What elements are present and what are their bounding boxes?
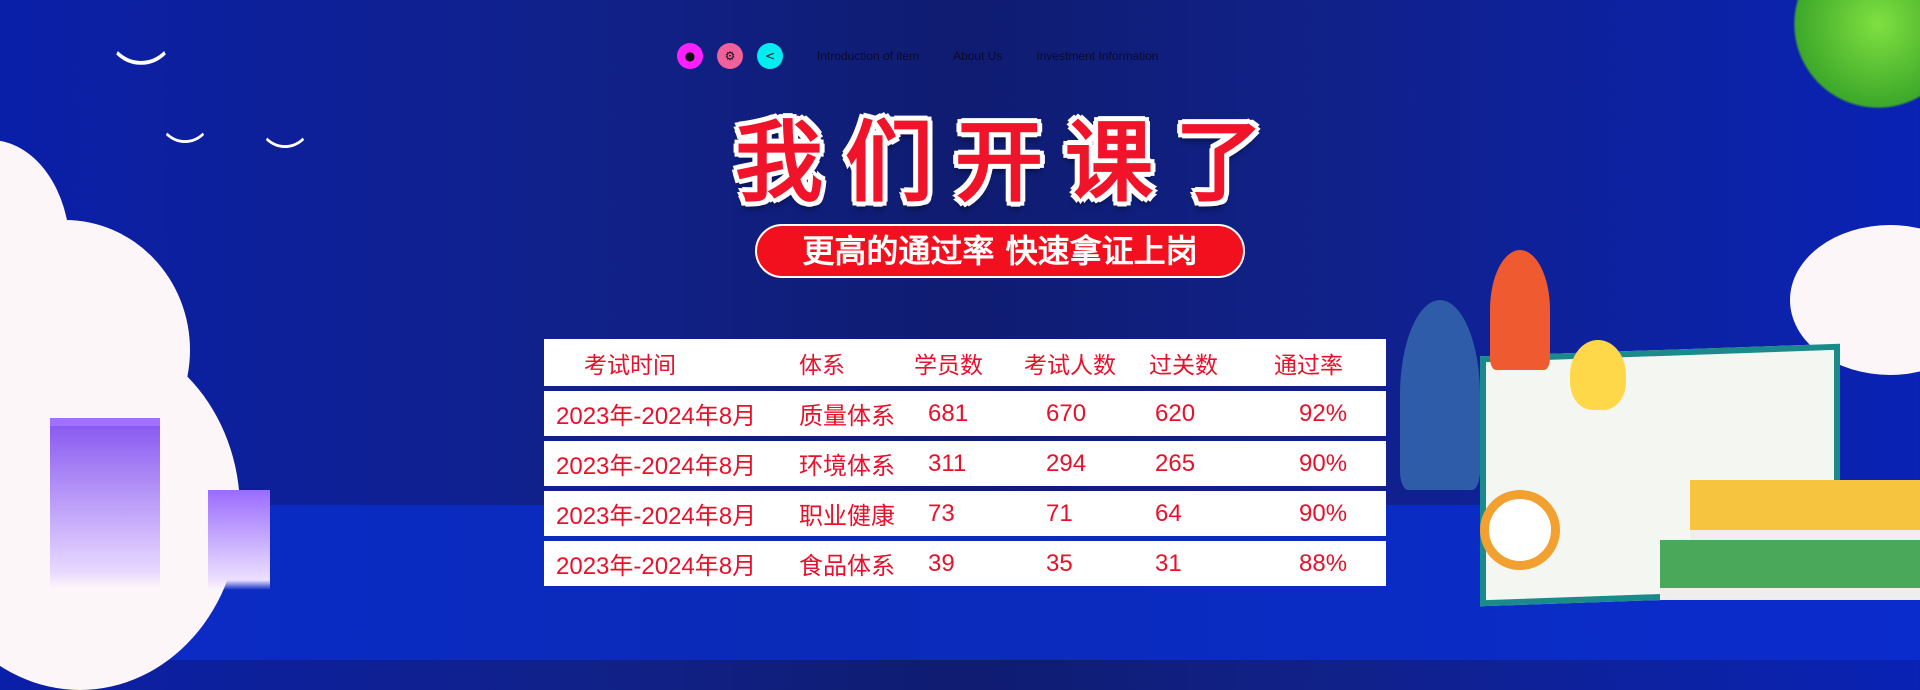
cell-students: 39	[928, 549, 955, 577]
exam-stats-table: 考试时间 体系 学员数 考试人数 过关数 通过率 2023年-2024年8月 质…	[544, 339, 1386, 591]
nav-about-link[interactable]: About Us	[953, 49, 1003, 63]
leaves-illustration	[1780, 0, 1920, 120]
cell-system: 质量体系	[799, 403, 895, 430]
cell-passed: 620	[1155, 399, 1196, 427]
table-row: 2023年-2024年8月 食品体系 39 35 31 88%	[544, 541, 1386, 586]
flame-leaf-illustration	[1490, 250, 1550, 370]
header-cell: 考试人数	[1024, 351, 1116, 378]
books-illustration	[1660, 540, 1920, 600]
user-icon[interactable]: ●	[677, 43, 703, 69]
table-row: 2023年-2024年8月 环境体系 311 294 265 90%	[544, 441, 1386, 486]
cell-students: 311	[928, 449, 967, 477]
header-cell: 过关数	[1149, 351, 1218, 378]
magnifier-icon	[1480, 490, 1560, 570]
cell-period: 2023年-2024年8月	[556, 503, 757, 530]
cell-pass-rate: 92%	[1299, 399, 1348, 427]
header-cell: 考试时间	[584, 351, 676, 378]
lightbulb-icon	[1570, 340, 1626, 410]
cell-passed: 265	[1155, 449, 1196, 477]
cell-examinees: 294	[1046, 449, 1087, 477]
cell-passed: 64	[1155, 499, 1182, 527]
cell-examinees: 670	[1046, 399, 1087, 427]
cell-students: 73	[928, 499, 955, 527]
table-header: 考试时间 体系 学员数 考试人数 过关数 通过率	[544, 339, 1386, 386]
cell-system: 食品体系	[799, 553, 895, 580]
header-cell: 通过率	[1274, 351, 1343, 378]
bird-icon: ︶	[115, 48, 168, 108]
cell-examinees: 71	[1046, 499, 1073, 527]
banner-title: 我们开课了	[734, 111, 1285, 214]
cell-system: 职业健康	[799, 503, 895, 530]
share-icon[interactable]: <	[757, 43, 783, 69]
table-row: 2023年-2024年8月 质量体系 681 670 620 92%	[544, 391, 1386, 436]
cell-pass-rate: 88%	[1299, 549, 1348, 577]
cell-students: 681	[928, 399, 969, 427]
header-cell: 体系	[799, 351, 845, 378]
building-illustration	[50, 418, 160, 588]
gear-icon[interactable]: ⚙	[717, 43, 743, 69]
nav-introduction-link[interactable]: Introduction of item	[817, 49, 920, 63]
cell-period: 2023年-2024年8月	[556, 403, 757, 430]
books-illustration	[1690, 480, 1920, 540]
nav-investment-link[interactable]: Investment Information	[1036, 49, 1159, 63]
cell-examinees: 35	[1046, 549, 1073, 577]
top-nav: ● ⚙ < Introduction of item About Us Inve…	[677, 43, 1172, 69]
header-cell: 学员数	[914, 351, 983, 378]
banner-subtitle: 更高的通过率 快速拿证上岗	[755, 224, 1245, 278]
building-illustration	[208, 490, 270, 590]
bird-icon: ︶	[165, 130, 205, 176]
cell-period: 2023年-2024年8月	[556, 453, 757, 480]
bird-icon: ︶	[265, 135, 305, 181]
cell-passed: 31	[1155, 549, 1182, 577]
cell-period: 2023年-2024年8月	[556, 553, 757, 580]
plant-illustration	[1400, 300, 1480, 490]
cell-pass-rate: 90%	[1299, 499, 1348, 527]
table-row: 2023年-2024年8月 职业健康 73 71 64 90%	[544, 491, 1386, 536]
cell-pass-rate: 90%	[1299, 449, 1348, 477]
cell-system: 环境体系	[799, 453, 895, 480]
